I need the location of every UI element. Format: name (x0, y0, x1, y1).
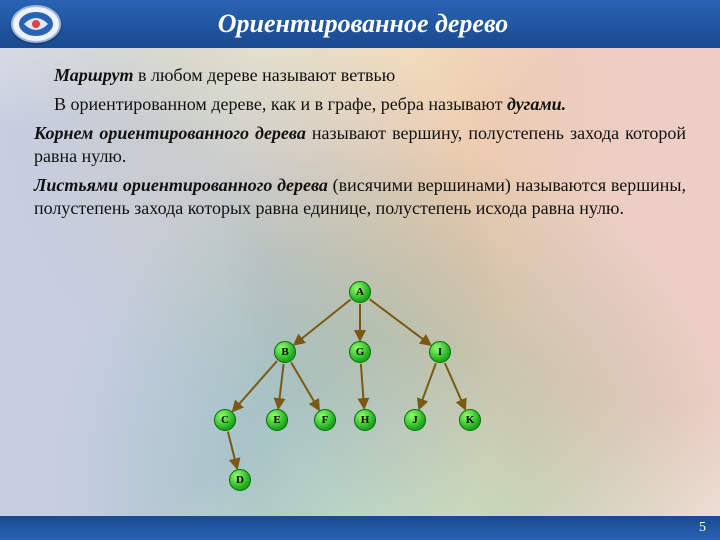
paragraph-4: Листьями ориентированного дерева (висячи… (34, 174, 686, 220)
tree-node-f: F (314, 409, 336, 431)
tree-edge (233, 361, 277, 411)
term-root: Корнем ориентированного дерева (34, 123, 306, 143)
tree-node-d: D (229, 469, 251, 491)
paragraph-1: Маршрут в любом дереве называют ветвью (34, 64, 686, 87)
page-number: 5 (699, 520, 706, 536)
tree-node-c: C (214, 409, 236, 431)
tree-node-j: J (404, 409, 426, 431)
slide: { "title": "Ориентированное дерево", "pa… (0, 0, 720, 540)
term-leaves: Листьями ориентированного дерева (34, 175, 328, 195)
tree-node-k: K (459, 409, 481, 431)
tree-edge (278, 364, 283, 408)
term-arcs: дугами. (507, 94, 566, 114)
tree-node-a: A (349, 281, 371, 303)
tree-edge (228, 432, 237, 469)
tree-edge (361, 364, 364, 408)
title-bar: Ориентированное дерево (0, 0, 720, 48)
tree-diagram: A B G I C E FH J K D (185, 280, 535, 510)
text: В ориентированном дереве, как и в графе,… (54, 94, 507, 114)
tree-node-e: E (266, 409, 288, 431)
paragraph-2: В ориентированном дереве, как и в графе,… (34, 93, 686, 116)
slide-title: Ориентированное дерево (66, 9, 720, 39)
tree-node-b: B (274, 341, 296, 363)
tree-edge (445, 363, 465, 409)
text: в любом дереве называют ветвью (134, 65, 396, 85)
logo-emblem (6, 2, 66, 46)
tree-node-i: I (429, 341, 451, 363)
paragraph-3: Корнем ориентированного дерева называют … (34, 122, 686, 168)
body-text: Маршрут в любом дереве называют ветвью В… (34, 58, 686, 226)
tree-node-h: H (354, 409, 376, 431)
tree-node-g: G (349, 341, 371, 363)
term-route: Маршрут (54, 65, 134, 85)
footer-bar: 5 (0, 516, 720, 540)
tree-edge (294, 299, 350, 344)
tree-edge (419, 363, 436, 408)
tree-edge (370, 299, 431, 345)
tree-edge (291, 362, 319, 409)
